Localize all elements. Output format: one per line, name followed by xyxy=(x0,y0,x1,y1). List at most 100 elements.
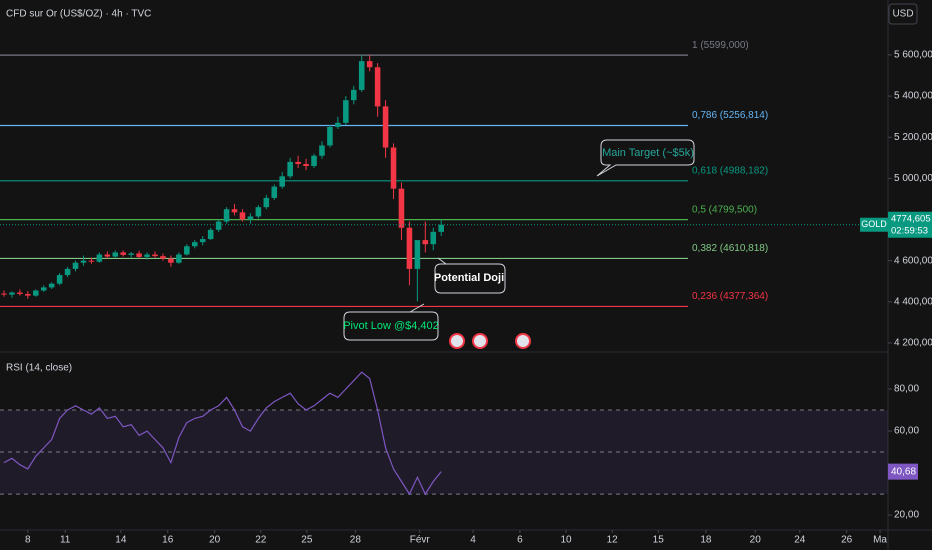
callout-box xyxy=(343,303,439,341)
x-tick-label: 18 xyxy=(700,535,712,546)
candle-body xyxy=(128,253,134,255)
candle-body xyxy=(136,253,142,257)
annotation-text: Pivot Low @$4,402 xyxy=(343,320,439,332)
x-tick-label: 6 xyxy=(517,535,523,546)
candle-body xyxy=(215,221,222,230)
candle-body xyxy=(358,61,365,90)
candle-body xyxy=(287,161,293,177)
candle-body xyxy=(112,252,119,257)
event-icon[interactable] xyxy=(472,333,488,349)
y-tick-label: 4 600,000 xyxy=(894,255,932,266)
rsi-y-tick-label: 80,00 xyxy=(894,384,919,395)
currency-label[interactable]: USD xyxy=(892,9,913,20)
x-tick-label: 20 xyxy=(209,535,221,546)
y-tick-label: 4 200,000 xyxy=(894,338,932,349)
y-tick-label: 5 000,000 xyxy=(894,173,932,184)
callout-box xyxy=(434,257,506,294)
event-icon[interactable] xyxy=(515,333,531,349)
x-tick-label: 16 xyxy=(162,535,174,546)
callout-box xyxy=(596,139,695,177)
x-tick-label: 28 xyxy=(350,535,362,546)
candle-body xyxy=(40,287,47,291)
fib-label: 0,382 (4610,818) xyxy=(692,243,768,254)
candle-body xyxy=(239,212,246,220)
candle-body xyxy=(382,106,389,148)
candle-body xyxy=(430,231,437,245)
candle-body xyxy=(80,260,87,263)
candle-body xyxy=(88,260,95,262)
fib-label: 0,618 (4988,182) xyxy=(692,165,768,176)
candle-body xyxy=(343,100,349,123)
candle-body xyxy=(350,89,357,101)
candle-body xyxy=(247,216,254,220)
candle-body xyxy=(160,256,166,259)
candle-body xyxy=(56,275,63,284)
candle-body xyxy=(398,188,405,228)
candle-body xyxy=(422,240,429,245)
candle-body xyxy=(176,254,182,263)
symbol-tag xyxy=(860,217,888,232)
candle-body xyxy=(231,209,238,213)
candle-body xyxy=(327,126,333,146)
y-tick-label: 5 200,000 xyxy=(894,132,932,143)
y-tick-label: 5 600,000 xyxy=(894,50,932,61)
candle-body xyxy=(48,283,55,288)
rsi-value-tag xyxy=(888,463,918,480)
candle-body xyxy=(1,293,7,295)
candle-body xyxy=(374,67,381,107)
candle-body xyxy=(223,209,230,222)
x-tick-label: 11 xyxy=(60,535,71,546)
event-icon[interactable] xyxy=(449,333,465,349)
rsi-value-label: 40,68 xyxy=(891,466,916,477)
chart-title: CFD sur Or (US$/OZ) · 4h · TVC xyxy=(6,9,151,20)
candle-body xyxy=(406,227,413,269)
currency-button[interactable] xyxy=(888,3,918,25)
candle-body xyxy=(199,239,206,243)
candle-body xyxy=(335,122,341,127)
x-tick-label: 26 xyxy=(841,535,853,546)
rsi-y-tick-label: 20,00 xyxy=(894,510,919,521)
rsi-y-tick-label: 60,00 xyxy=(894,426,919,437)
candle-body xyxy=(319,145,325,156)
candle-body xyxy=(168,258,174,263)
candle-body xyxy=(271,186,278,198)
candle-body xyxy=(184,246,190,255)
x-tick-label: 20 xyxy=(750,535,762,546)
y-tick-label: 4 400,000 xyxy=(894,296,932,307)
symbol-label: GOLD xyxy=(861,219,887,229)
x-tick-label: 4 xyxy=(470,535,476,546)
candle-body xyxy=(303,163,309,167)
candle-body xyxy=(366,61,373,68)
rsi-line xyxy=(3,371,442,496)
candle-body xyxy=(25,293,31,296)
candle-body xyxy=(120,252,127,255)
candle-body xyxy=(263,197,270,208)
x-tick-label: 24 xyxy=(794,535,806,546)
candle-body xyxy=(279,176,286,187)
x-tick-label: 10 xyxy=(560,535,572,546)
candle-body xyxy=(152,254,158,257)
candle-body xyxy=(255,207,262,217)
fib-label: 0,5 (4799,500) xyxy=(692,204,757,215)
fib-label: 0,236 (4377,364) xyxy=(692,291,768,302)
x-tick-label: Févr xyxy=(410,535,431,546)
candle-body xyxy=(32,290,39,296)
candle-body xyxy=(438,224,444,232)
event-icons[interactable] xyxy=(449,333,531,349)
candle-body xyxy=(414,240,421,269)
x-tick-label: 14 xyxy=(115,535,127,546)
x-tick-label: 12 xyxy=(607,535,619,546)
candle-body xyxy=(17,292,23,294)
candle-body xyxy=(72,262,79,269)
candle-body xyxy=(191,242,198,247)
y-tick-label: 5 400,000 xyxy=(894,91,932,102)
annotation-text: Main Target (~$5k) xyxy=(602,147,694,159)
candle-body xyxy=(311,155,317,167)
price-tag xyxy=(888,211,932,238)
x-tick-label: 25 xyxy=(301,535,313,546)
fib-label: 1 (5599,000) xyxy=(692,40,749,51)
x-tick-label: 22 xyxy=(255,535,267,546)
candle-body xyxy=(104,254,111,257)
x-tick-label: Ma xyxy=(873,535,887,546)
